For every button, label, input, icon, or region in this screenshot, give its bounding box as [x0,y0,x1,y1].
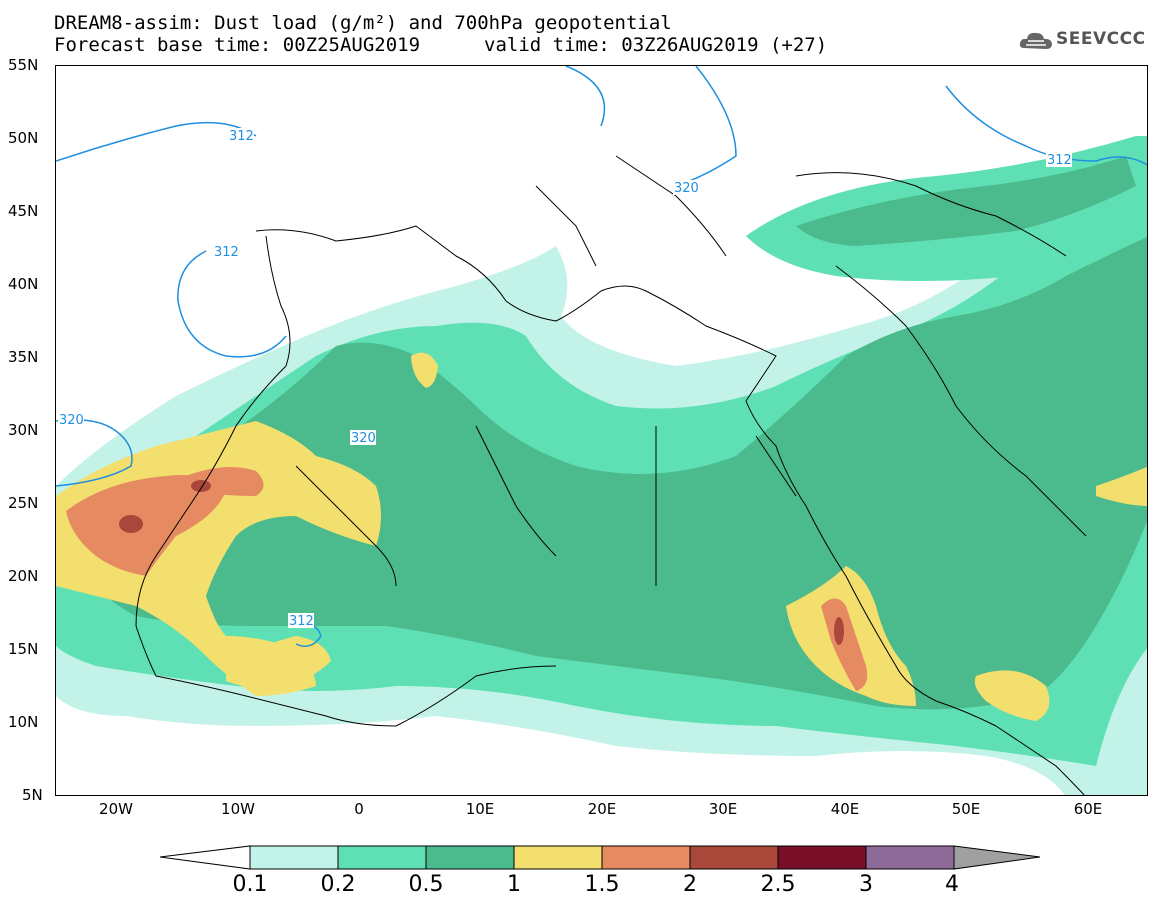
colorbar-swatch-1 [337,845,427,870]
lat-label-5n: 5N [22,786,43,804]
lat-label-40n: 40N [8,275,39,293]
contour-label-320-b: 320 [59,413,84,428]
colorbar-swatch-2 [425,845,515,870]
valid-time-text: valid time: 03Z26AUG2019 (+27) [484,34,828,56]
lat-label-45n: 45N [8,202,39,220]
lat-label-10n: 10N [8,713,39,731]
contour-label-312-a: 312 [229,129,254,144]
dust-band-0.5 [86,236,1147,710]
colorbar-tick-4: 4 [945,872,959,897]
cloud-icon [1019,32,1052,49]
contour-label-312-c: 312 [1047,153,1072,168]
lon-label-10w: 10W [221,800,255,818]
map-title: DREAM8-assim: Dust load (g/m²) and 700hP… [54,12,672,34]
lon-label-30e: 30E [708,800,738,818]
dust-band-1-sahel [226,636,331,688]
colorbar-over-triangle [953,845,1040,870]
lat-label-30n: 30N [8,421,39,439]
colorbar-tick-0.5: 0.5 [408,872,444,897]
coastlines [135,155,1087,795]
colorbar-tick-2: 2 [683,872,697,897]
lat-label-25n: 25N [8,494,39,512]
colorbar-tick-0.1: 0.1 [232,872,268,897]
colorbar-swatch-7 [865,845,955,870]
lat-label-20n: 20N [8,567,39,585]
colorbar-tick-3: 3 [859,872,873,897]
colorbar-tick-2.5: 2.5 [760,872,796,897]
dust-band-0.5-east [796,156,1136,246]
colorbar-tick-0.2: 0.2 [320,872,356,897]
dust-band-1-gulf [1096,466,1147,506]
dust-map-canvas: 312 312 312 312 320 320 320 [56,66,1147,795]
dust-band-1.5-west [66,475,226,576]
dust-band-2-spot-a [119,515,143,533]
contour-label-312-b: 312 [214,245,239,260]
colorbar-tick-1: 1 [507,872,521,897]
lat-label-55n: 55N [8,56,39,74]
colorbar-swatch-6 [777,845,867,870]
colorbar-swatch-0 [249,845,339,870]
lon-label-50e: 50E [951,800,981,818]
colorbar-tick-1.5: 1.5 [584,872,620,897]
dust-band-2-spot-c [834,617,844,645]
lon-label-20w: 20W [99,800,133,818]
colorbar-swatch-5 [689,845,779,870]
contour-label-312-d: 312 [289,614,314,629]
dust-band-2-spot-b [191,480,211,492]
colorbar [160,845,1040,870]
logo-text: SEEVCCC [1056,29,1146,49]
dust-map: 312 312 312 312 320 320 320 [55,65,1148,796]
dust-band-1.5-eritrea [821,598,868,691]
contour-label-group: 312 312 312 312 320 320 320 [58,128,1072,629]
lon-label-20e: 20E [587,800,617,818]
lon-label-60e: 60E [1073,800,1103,818]
lat-label-50n: 50N [8,129,39,147]
lat-label-35n: 35N [8,348,39,366]
contour-label-320-a: 320 [674,181,699,196]
colorbar-swatch-4 [601,845,691,870]
dust-band-1-algeria [411,352,438,388]
base-time-text: Forecast base time: 00Z25AUG2019 [54,34,421,56]
colorbar-under-triangle [160,845,251,870]
lat-label-15n: 15N [8,640,39,658]
contour-label-320-c: 320 [351,431,376,446]
dust-band-1-oman [974,670,1050,721]
lon-label-40e: 40E [830,800,860,818]
lon-label-10e: 10E [465,800,495,818]
colorbar-swatch-3 [513,845,603,870]
lon-label-0: 0 [354,800,364,818]
forecast-base-time: Forecast base time: 00Z25AUG2019 valid ti… [54,34,827,56]
seevccc-logo: SEEVCCC [1018,26,1158,56]
